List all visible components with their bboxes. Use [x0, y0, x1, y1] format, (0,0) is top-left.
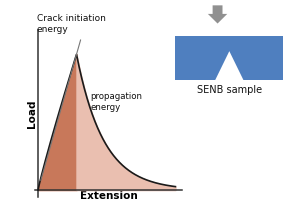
- Polygon shape: [215, 51, 243, 80]
- Text: Crack initiation
energy: Crack initiation energy: [37, 14, 106, 34]
- FancyArrow shape: [208, 5, 227, 24]
- Text: propagation
energy: propagation energy: [90, 92, 142, 113]
- X-axis label: Extension: Extension: [80, 192, 138, 202]
- Bar: [175, 36, 283, 80]
- Y-axis label: Load: Load: [27, 99, 37, 128]
- Text: SENB sample: SENB sample: [197, 85, 262, 95]
